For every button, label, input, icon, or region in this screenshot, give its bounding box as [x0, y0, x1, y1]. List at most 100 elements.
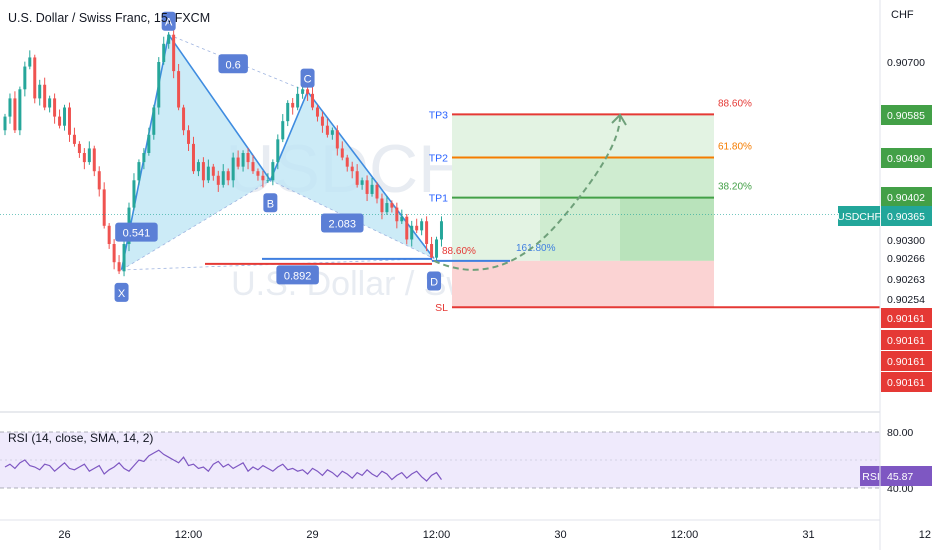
- candle: [241, 153, 245, 167]
- candle: [53, 98, 57, 117]
- currency-label: CHF: [891, 9, 914, 21]
- price-tag-text: 0.90161: [887, 356, 925, 368]
- candle: [97, 171, 101, 190]
- candle: [13, 98, 17, 131]
- ratio-label[interactable]: [276, 265, 319, 285]
- candle: [435, 239, 439, 258]
- countdown: 06:31: [887, 227, 913, 239]
- candle: [226, 171, 230, 181]
- candle: [236, 157, 240, 167]
- chart-title: U.S. Dollar / Swiss Franc, 15, FXCM: [8, 11, 211, 25]
- rsi-value-tag: [881, 466, 932, 486]
- candle: [196, 162, 200, 172]
- ratio-label[interactable]: [321, 213, 364, 233]
- candle: [157, 62, 161, 108]
- candle: [400, 216, 404, 222]
- time-tick: 30: [554, 529, 566, 541]
- candle: [385, 203, 389, 213]
- candle: [410, 225, 414, 240]
- price-tick: 0.90300: [887, 235, 925, 247]
- price-tag: [881, 105, 932, 125]
- candle: [430, 244, 434, 258]
- price-tag-text: 0.90402: [887, 192, 925, 204]
- candle: [320, 116, 324, 126]
- candle: [291, 102, 295, 108]
- candle: [182, 107, 186, 131]
- candle: [221, 171, 225, 185]
- candle: [82, 153, 86, 163]
- candle: [306, 89, 310, 94]
- time-tick: 12:00: [919, 529, 932, 541]
- symbol-tag[interactable]: [838, 206, 880, 226]
- candle: [375, 184, 379, 199]
- candle: [286, 102, 290, 122]
- candle: [191, 143, 195, 172]
- level-name-tp1: TP1: [429, 193, 448, 205]
- candle: [102, 189, 106, 226]
- candle: [271, 162, 275, 181]
- candle: [350, 166, 354, 172]
- candle: [325, 125, 329, 135]
- candle: [58, 116, 62, 126]
- candle: [335, 130, 339, 149]
- candle: [415, 225, 419, 231]
- candle: [311, 93, 315, 108]
- point-label-d[interactable]: [427, 271, 442, 291]
- candle: [405, 216, 409, 240]
- candle: [425, 221, 429, 244]
- candle: [231, 157, 235, 181]
- point-label-b[interactable]: [263, 193, 278, 213]
- candle: [112, 244, 116, 263]
- rsi-line[interactable]: [4, 449, 442, 482]
- price-tick: 0.90254: [887, 294, 925, 306]
- candle: [77, 143, 81, 153]
- level-pct-tp1: 38.20%: [718, 182, 752, 193]
- candle: [23, 66, 27, 90]
- rsi-upper-label: 80.00: [887, 427, 913, 439]
- candle: [301, 89, 305, 94]
- candle: [355, 171, 359, 185]
- time-tick: 12:00: [423, 529, 451, 541]
- time-tick: 26: [58, 529, 70, 541]
- time-tick: 12:00: [175, 529, 203, 541]
- ratio-label-text: 0.6: [226, 59, 241, 71]
- price-tag: [881, 330, 932, 350]
- candle: [122, 244, 126, 272]
- candle: [365, 180, 369, 194]
- pattern-diagonal-ac: [168, 34, 308, 92]
- candle: [63, 107, 67, 126]
- price-tag: [881, 351, 932, 371]
- ratio-label-text: 2.083: [329, 219, 357, 231]
- candle: [296, 93, 300, 108]
- candle: [152, 107, 156, 135]
- candle: [276, 139, 280, 163]
- candle: [87, 148, 91, 163]
- time-tick: 29: [306, 529, 318, 541]
- ratio-label[interactable]: [115, 222, 158, 242]
- candle: [330, 130, 334, 135]
- projected-path: [433, 116, 621, 271]
- point-label-a[interactable]: [161, 11, 176, 31]
- point-label-text-x: X: [118, 288, 126, 300]
- level-name-tp2: TP2: [429, 153, 448, 165]
- level-pct-tp2: 61.80%: [718, 142, 752, 153]
- candle: [107, 225, 111, 244]
- candle: [187, 130, 191, 144]
- candle: [251, 162, 255, 172]
- candle: [345, 157, 349, 167]
- d-ratio-label: 88.60%: [442, 246, 476, 257]
- point-label-x[interactable]: [114, 282, 129, 302]
- candle: [261, 175, 265, 181]
- price-tag-text: 0.90490: [887, 153, 925, 165]
- time-tick: 31: [802, 529, 814, 541]
- point-label-c[interactable]: [300, 68, 315, 88]
- level-name-sl: SL: [435, 302, 448, 314]
- candle: [142, 153, 146, 163]
- level-pct-tp3: 88.60%: [718, 98, 752, 109]
- price-tag-text: 0.90161: [887, 313, 925, 325]
- candle: [147, 134, 151, 153]
- ratio-label[interactable]: [218, 54, 248, 74]
- price-tag-text: 0.90365: [887, 211, 925, 223]
